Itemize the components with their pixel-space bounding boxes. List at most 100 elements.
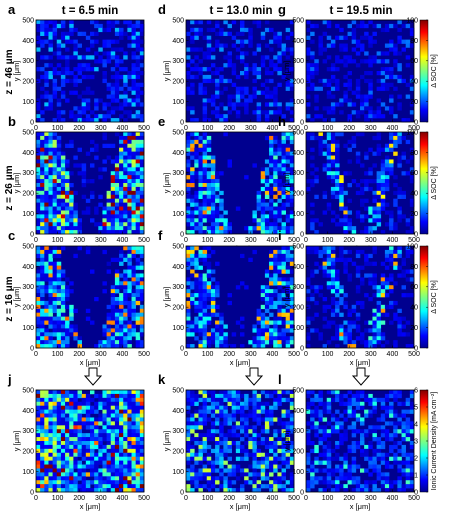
y-tick-label: 300 [22, 170, 34, 177]
panel-a: a01002003004005000100200300400500x [μm]y… [8, 2, 150, 141]
y-tick-label: 500 [292, 243, 304, 250]
heatmap-cells [306, 20, 415, 123]
y-axis-label: y [μm] [12, 287, 21, 308]
x-tick-label: 200 [73, 495, 85, 502]
x-tick-label: 100 [52, 495, 64, 502]
y-tick-label: 400 [172, 264, 184, 271]
x-tick-label: 500 [288, 237, 300, 244]
x-tick-label: 300 [245, 351, 257, 358]
x-tick-label: 0 [304, 495, 308, 502]
row-label-z16: z = 16 μm [4, 276, 15, 321]
colorbar-tick-label: 40 [410, 191, 418, 198]
panel-frame [305, 131, 415, 235]
heatmap-cells [186, 390, 295, 493]
y-tick-label: 0 [180, 489, 184, 496]
y-tick-label: 300 [172, 428, 184, 435]
x-tick-label: 500 [288, 351, 300, 358]
x-tick-label: 300 [95, 125, 107, 132]
x-tick-label: 100 [322, 125, 334, 132]
colorbar-current: 0 1 2 3 4 5 6 Ionic Current Density [mA cm⁻²] [414, 387, 438, 496]
x-tick-label: 200 [343, 237, 355, 244]
y-tick-label: 400 [22, 264, 34, 271]
y-tick-label: 300 [22, 428, 34, 435]
y-tick-label: 400 [22, 38, 34, 45]
x-tick-label: 400 [387, 237, 399, 244]
x-tick-label: 500 [408, 351, 420, 358]
y-axis-label: y [μm] [282, 61, 291, 82]
colorbar-tick-label: 100 [406, 129, 418, 136]
y-axis-label: y [μm] [12, 61, 21, 82]
colorbar-tick-label: 80 [410, 150, 418, 157]
panel-frame [305, 389, 415, 493]
x-tick-label: 300 [245, 237, 257, 244]
x-tick-label: 0 [34, 351, 38, 358]
y-tick-label: 100 [22, 469, 34, 476]
y-tick-label: 300 [172, 284, 184, 291]
colorbar-tick-label: 60 [410, 58, 418, 65]
x-tick-label: 0 [304, 237, 308, 244]
x-tick-label: 100 [322, 351, 334, 358]
heatmap-cells [36, 246, 145, 349]
colorbar-soc-1: 0 20 40 60 80 100 Δ SOC [%] [406, 17, 438, 126]
x-tick-label: 400 [117, 495, 129, 502]
x-tick-label: 400 [117, 351, 129, 358]
x-tick-label: 500 [138, 237, 150, 244]
y-axis-label: y [μm] [282, 431, 291, 452]
colorbar-tick-label: 0 [414, 231, 418, 238]
x-tick-label: 400 [387, 125, 399, 132]
y-tick-label: 200 [292, 79, 304, 86]
y-tick-label: 0 [300, 489, 304, 496]
y-tick-label: 400 [22, 150, 34, 157]
down-arrow-3 [351, 367, 371, 386]
x-tick-label: 100 [322, 237, 334, 244]
y-axis-label: y [μm] [282, 173, 291, 194]
x-tick-label: 300 [95, 237, 107, 244]
x-axis-label: x [μm] [350, 358, 371, 367]
y-axis-label: y [μm] [12, 173, 21, 194]
y-tick-label: 100 [22, 211, 34, 218]
y-tick-label: 500 [172, 129, 184, 136]
y-tick-label: 400 [22, 408, 34, 415]
x-tick-label: 500 [288, 125, 300, 132]
y-tick-label: 0 [30, 489, 34, 496]
column-title-3: t = 19.5 min [330, 5, 393, 17]
colorbar-soc-3: 0 20 40 60 80 100 Δ SOC [%] [406, 243, 438, 352]
x-tick-label: 0 [34, 495, 38, 502]
colorbar-label: Δ SOC [%] [431, 54, 438, 88]
colorbar-tick-label: 4 [414, 421, 418, 428]
column-title-1: t = 6.5 min [62, 5, 119, 17]
x-tick-label: 0 [184, 125, 188, 132]
x-axis-label: x [μm] [350, 502, 371, 511]
x-tick-label: 100 [202, 351, 214, 358]
y-tick-label: 500 [22, 243, 34, 250]
panel-frame [35, 19, 145, 123]
panel-frame [35, 131, 145, 235]
colorbar-tick-label: 20 [410, 211, 418, 218]
panel-frame [35, 389, 145, 493]
y-tick-label: 300 [292, 170, 304, 177]
y-tick-label: 100 [172, 469, 184, 476]
x-axis-label: x [μm] [230, 502, 251, 511]
y-tick-label: 0 [180, 345, 184, 352]
y-tick-label: 0 [30, 231, 34, 238]
x-tick-label: 200 [343, 125, 355, 132]
x-tick-label: 400 [387, 351, 399, 358]
y-tick-label: 500 [292, 17, 304, 24]
heatmap-cells [306, 390, 415, 493]
panel-grid: a01002003004005000100200300400500x [μm]y… [7, 2, 420, 511]
y-axis-label: y [μm] [162, 173, 171, 194]
y-tick-label: 500 [292, 129, 304, 136]
colorbar-tick-label: 6 [414, 387, 418, 394]
x-tick-label: 100 [322, 495, 334, 502]
row-label-z26: z = 26 μm [4, 165, 15, 210]
colorbar-label: Δ SOC [%] [431, 166, 438, 200]
panel-letter-l: l [278, 372, 282, 387]
y-tick-label: 100 [172, 211, 184, 218]
colorbar-tick-label: 40 [410, 305, 418, 312]
y-axis-label: y [μm] [162, 287, 171, 308]
y-tick-label: 100 [172, 99, 184, 106]
y-tick-label: 200 [22, 79, 34, 86]
x-tick-label: 200 [73, 237, 85, 244]
